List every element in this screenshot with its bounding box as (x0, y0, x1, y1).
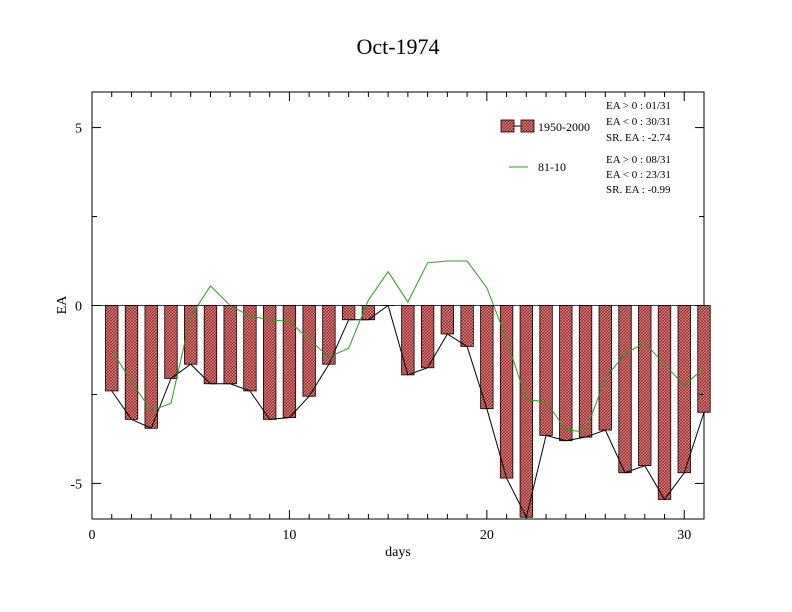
bar-day-29 (657, 305, 672, 500)
bar-day-22 (519, 305, 533, 518)
stat-1950-2000-positive: EA > 0 : 01/31 (606, 100, 671, 112)
x-axis-label: days (385, 545, 411, 560)
bar-day-30 (677, 305, 691, 474)
legend: 1950-2000 81-10 EA > 0 : 01/31 EA < 0 : … (500, 100, 671, 196)
bar-day-26 (598, 305, 612, 431)
bar-day-31 (697, 305, 711, 413)
bar-day-9 (263, 305, 277, 420)
bar-day-6 (203, 305, 218, 385)
bar-day-21 (499, 305, 514, 479)
y-tick-label: 0 (75, 300, 82, 315)
bar-day-27 (618, 305, 632, 474)
bar-day-28 (638, 305, 652, 467)
stat-81-10-negative: EA < 0 : 23/31 (606, 169, 671, 181)
legend-label-81-10: 81-10 (538, 160, 566, 174)
legend-label-1950-2000: 1950-2000 (538, 120, 590, 134)
line-layer (111, 260, 705, 519)
x-tick-label: 20 (480, 528, 494, 543)
x-tick-label: 0 (89, 528, 96, 543)
bar-day-18 (440, 305, 455, 335)
bar-day-23 (539, 305, 553, 436)
x-tick-label: 10 (282, 528, 296, 543)
line-81-10 (111, 260, 705, 433)
bar-day-17 (420, 305, 435, 369)
stat-81-10-positive: EA > 0 : 08/31 (606, 154, 671, 166)
line-1950-2000 (111, 304, 705, 519)
bar-day-1 (105, 305, 119, 392)
bar-day-24 (559, 305, 573, 442)
bar-day-20 (480, 305, 494, 410)
legend-bar-swatch-left (500, 119, 515, 133)
stat-1950-2000-sr: SR. EA : -2.74 (606, 132, 671, 144)
bar-day-11 (302, 305, 316, 397)
bar-day-10 (282, 305, 297, 418)
axes: 0 10 20 30 -5 0 5 (70, 92, 705, 543)
bar-day-2 (124, 305, 139, 420)
bar-day-13 (341, 305, 356, 321)
bar-day-19 (460, 305, 474, 347)
bar-day-4 (164, 305, 178, 379)
chart-title: Oct-1974 (356, 34, 439, 59)
y-tick-label: 5 (75, 122, 82, 137)
bar-day-14 (361, 305, 376, 321)
stat-81-10-sr: SR. EA : -0.99 (606, 184, 671, 196)
bar-series-1950-2000 (105, 305, 711, 518)
y-tick-label: -5 (70, 477, 82, 492)
stat-1950-2000-negative: EA < 0 : 30/31 (606, 116, 671, 128)
bar-day-8 (243, 305, 257, 392)
x-tick-label: 30 (677, 528, 691, 543)
bar-day-16 (401, 305, 415, 376)
bar-day-7 (223, 305, 237, 385)
bar-day-25 (578, 305, 593, 438)
y-axis-label: EA (55, 295, 70, 315)
legend-bar-swatch-right (520, 119, 535, 133)
